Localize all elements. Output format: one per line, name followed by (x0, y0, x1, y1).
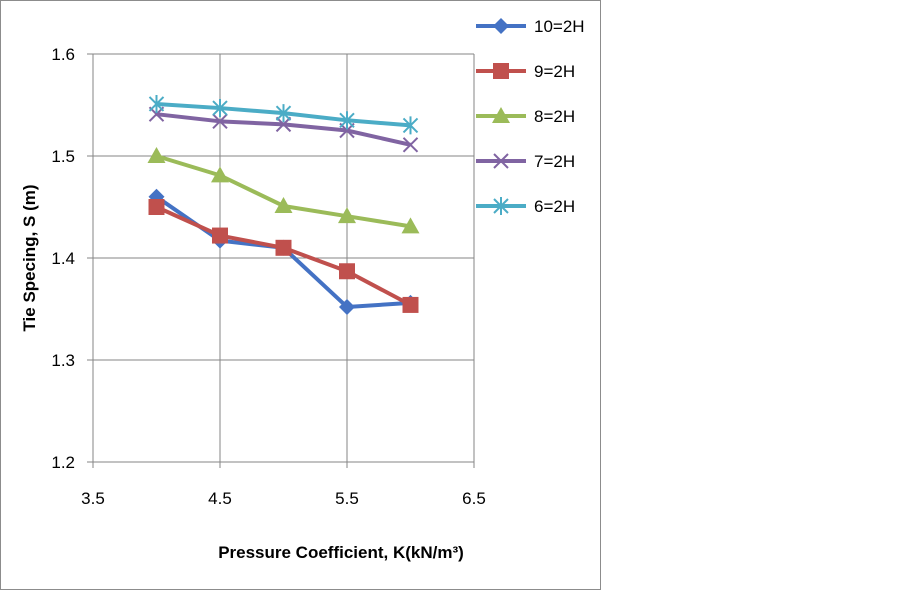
y-tick-label: 1.5 (51, 147, 75, 166)
data-point (275, 104, 292, 123)
data-point (339, 111, 355, 130)
y-tick-labels: 1.2 1.3 1.4 1.5 1.6 (51, 45, 75, 472)
series-8=2H (147, 147, 420, 234)
legend-item: 10=2H (476, 17, 585, 36)
x-tick-labels: 3.5 4.5 5.5 6.5 (81, 489, 486, 508)
legend-item: 9=2H (476, 62, 575, 81)
data-point (148, 94, 165, 113)
legend-label: 8=2H (534, 107, 575, 126)
data-point (148, 199, 165, 215)
data-point (402, 137, 419, 153)
data-point (212, 227, 228, 244)
data-point (339, 263, 355, 280)
legend-swatch-marker (493, 153, 509, 169)
legend-item: 8=2H (476, 107, 575, 126)
legend-item: 7=2H (476, 152, 575, 171)
data-point (212, 113, 228, 130)
y-tick-label: 1.4 (51, 249, 75, 268)
data-point (147, 147, 166, 163)
data-point (274, 196, 293, 213)
data-point (402, 296, 419, 313)
legend-label: 10=2H (534, 17, 585, 36)
data-point (212, 99, 228, 118)
x-tick-label: 4.5 (208, 489, 232, 508)
series-group (147, 94, 420, 315)
legend-swatch-marker (493, 63, 509, 79)
y-tick-label: 1.6 (51, 45, 75, 64)
x-tick-label: 6.5 (462, 489, 486, 508)
series-line (155, 154, 411, 229)
x-axis-title: Pressure Coefficient, K(kN/m³) (218, 543, 464, 562)
x-tick-label: 5.5 (335, 489, 359, 508)
chart-frame (0, 0, 601, 590)
y-tick-label: 1.3 (51, 351, 75, 370)
data-point (275, 239, 292, 256)
x-tick-label: 3.5 (81, 489, 105, 508)
data-point (339, 298, 355, 315)
legend-swatch-marker (493, 18, 509, 34)
axes (87, 53, 475, 468)
y-axis-title: Tie Specing, S (m) (20, 184, 39, 331)
data-point (338, 207, 356, 224)
data-point (275, 116, 292, 133)
data-point (402, 116, 419, 135)
data-point (211, 166, 229, 183)
legend-swatch-marker (492, 107, 510, 123)
legend: 10=2H 9=2H 8=2H 7=2H 6=2H (476, 17, 585, 216)
series-9=2H (148, 199, 419, 313)
y-tick-label: 1.2 (51, 453, 75, 472)
series-7=2H (148, 106, 419, 153)
legend-swatch-marker (493, 197, 509, 215)
legend-label: 9=2H (534, 62, 575, 81)
data-point (401, 217, 420, 234)
legend-item: 6=2H (476, 197, 575, 216)
legend-label: 7=2H (534, 152, 575, 171)
legend-label: 6=2H (534, 197, 575, 216)
series-6=2H (148, 94, 419, 135)
